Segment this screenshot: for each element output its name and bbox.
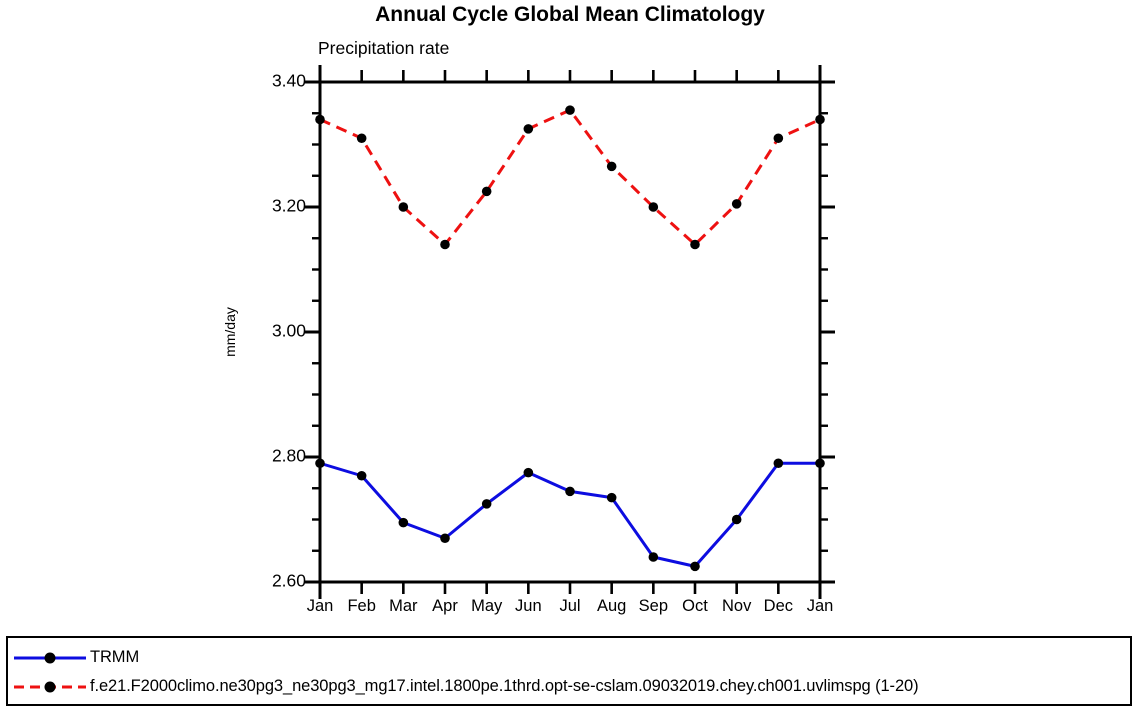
data-point-marker: [440, 239, 450, 250]
data-point-marker: [648, 202, 659, 212]
data-point-marker: [440, 533, 450, 544]
x-tick-label: Dec: [764, 597, 793, 615]
y-tick-label: 2.60: [272, 571, 306, 591]
data-point-marker: [606, 161, 617, 172]
data-point-marker: [523, 467, 534, 478]
y-tick-label: 3.20: [272, 196, 306, 216]
series-line-trmm: [319, 461, 820, 568]
data-point-marker: [315, 458, 325, 469]
data-point-marker: [356, 470, 367, 481]
data-point-marker: [773, 458, 784, 469]
x-tick-label: Apr: [432, 597, 458, 615]
x-tick-label: Nov: [722, 597, 752, 615]
x-tick-label: Jun: [515, 597, 542, 615]
y-tick-label: 3.00: [272, 321, 306, 341]
data-point-marker: [398, 202, 409, 212]
data-point-marker: [565, 105, 575, 115]
data-point-marker: [690, 239, 700, 250]
data-point-marker: [690, 561, 700, 572]
y-tick-label: 3.40: [272, 71, 306, 91]
legend: TRMM f.e21.F2000climo.ne30pg3_ne30pg3_mg…: [6, 636, 1132, 706]
data-point-marker: [648, 552, 659, 562]
data-point-marker: [523, 124, 534, 134]
data-point-marker: [606, 492, 617, 503]
x-tick-label: Sep: [639, 597, 668, 615]
data-point-marker: [315, 114, 325, 125]
data-point-marker: [731, 514, 742, 525]
legend-row-model: f.e21.F2000climo.ne30pg3_ne30pg3_mg17.in…: [8, 672, 1130, 701]
data-point-marker: [398, 517, 409, 528]
x-tick-label: Jul: [559, 597, 580, 615]
x-tick-label: Feb: [347, 597, 375, 615]
x-tick-label: Jan: [807, 597, 834, 615]
legend-model-line-swatch: [14, 681, 86, 692]
data-point-marker: [815, 114, 825, 125]
x-tick-label: May: [471, 597, 503, 615]
chart-subtitle: Precipitation rate: [318, 38, 450, 58]
x-tick-label: Oct: [682, 597, 708, 615]
x-tick-label: Aug: [597, 597, 626, 615]
legend-label-trmm: TRMM: [90, 648, 140, 666]
legend-row-trmm: TRMM: [8, 643, 1130, 672]
legend-trmm-line-swatch: [14, 652, 86, 663]
data-point-marker: [481, 186, 492, 197]
y-tick-label: 2.80: [272, 446, 306, 466]
series-line-model: [319, 108, 821, 246]
x-tick-label: Jan: [307, 597, 334, 615]
data-point-marker: [815, 458, 825, 469]
data-point-marker: [565, 486, 575, 497]
page-title: Annual Cycle Global Mean Climatology: [375, 3, 765, 26]
data-point-marker: [731, 199, 742, 209]
data-point-marker: [356, 133, 367, 144]
data-point-marker: [773, 133, 784, 144]
data-point-marker: [481, 499, 492, 509]
x-tick-label: Mar: [389, 597, 418, 615]
legend-label-model: f.e21.F2000climo.ne30pg3_ne30pg3_mg17.in…: [90, 677, 919, 695]
